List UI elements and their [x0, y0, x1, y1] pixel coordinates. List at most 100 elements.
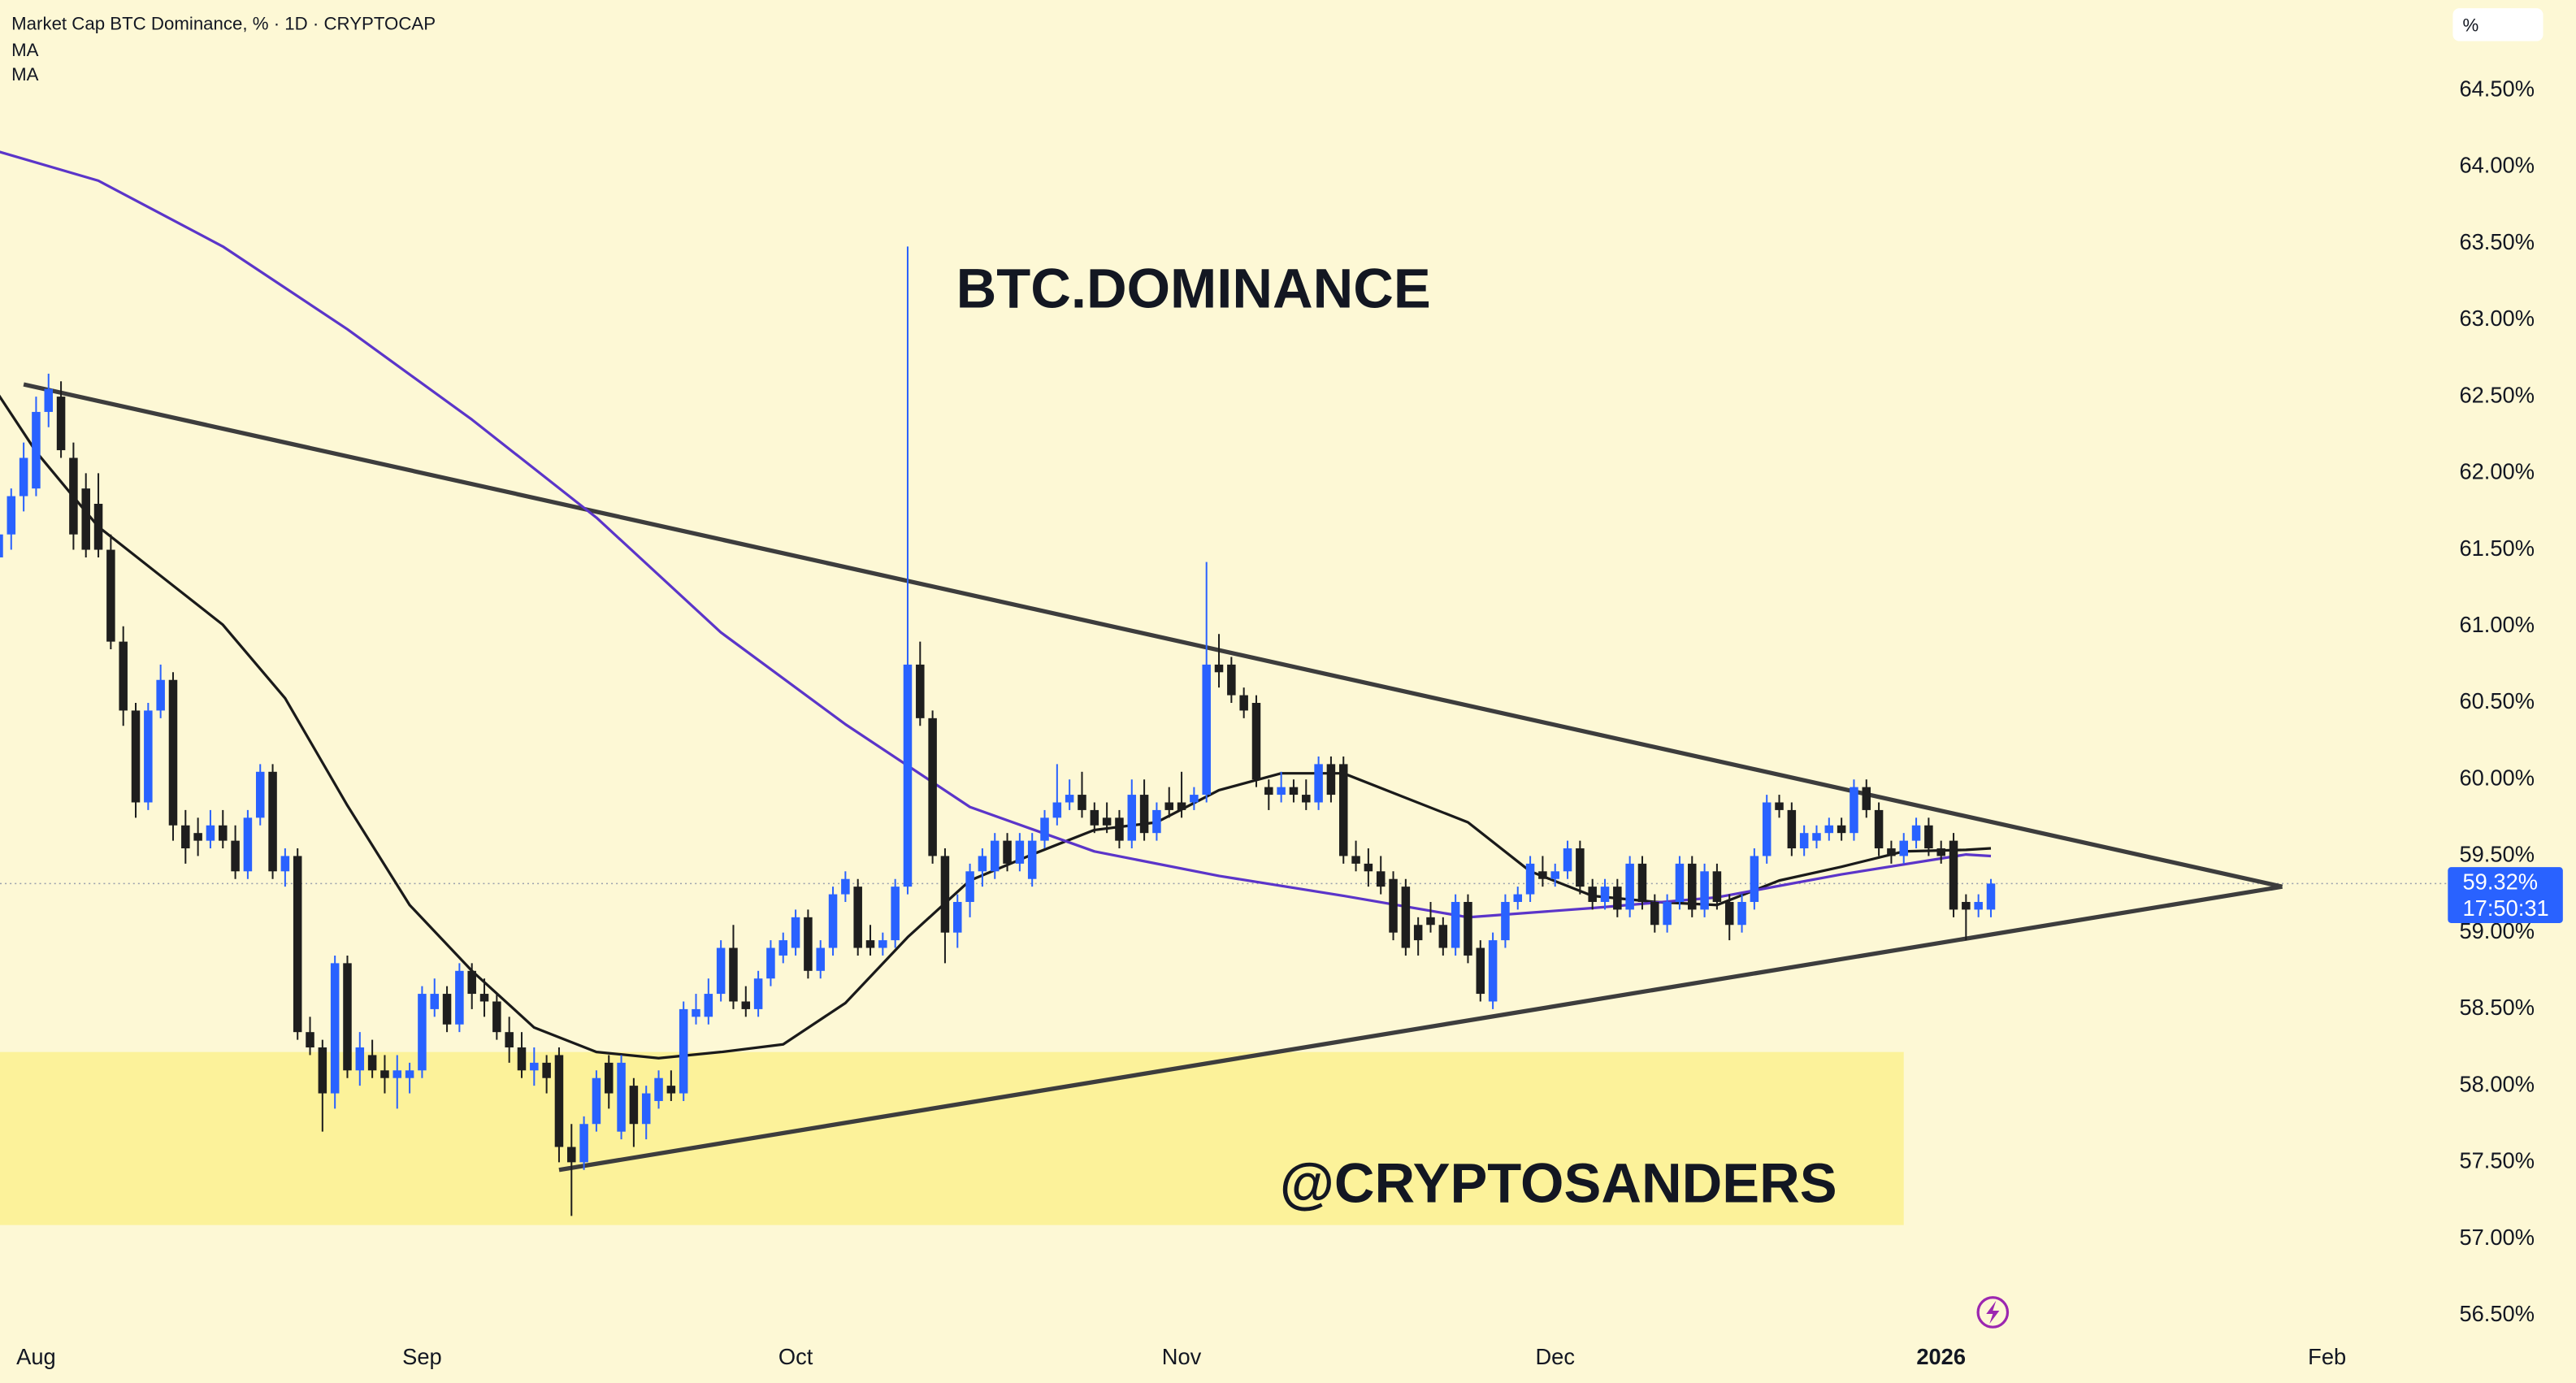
candle-body: [1538, 871, 1547, 879]
candle-body: [629, 1086, 639, 1125]
candle-body: [1563, 848, 1572, 872]
candle-body: [1040, 817, 1049, 841]
unit-label[interactable]: %: [2463, 15, 2479, 35]
candle-body: [1277, 787, 1286, 796]
candle-body: [517, 1047, 527, 1071]
candle-body: [268, 771, 277, 872]
x-tick-label: Dec: [1535, 1344, 1575, 1369]
candle-body: [330, 963, 340, 1094]
candle-body: [1949, 840, 1958, 910]
alert-icon[interactable]: [1976, 1296, 2010, 1329]
candle-body: [1139, 795, 1149, 834]
candle-body: [32, 411, 41, 489]
candle-body: [7, 496, 16, 535]
candle-body: [1600, 887, 1610, 902]
y-tick-label: 60.50%: [2459, 688, 2535, 713]
candle-body: [106, 549, 115, 642]
candle-body: [878, 940, 887, 948]
candle-body: [1027, 840, 1037, 879]
candle-body: [430, 994, 439, 1009]
last-price-label: 59.32%: [2463, 869, 2539, 895]
x-tick-label: Oct: [778, 1344, 813, 1369]
candle-body: [1152, 809, 1161, 834]
candle-body: [1115, 817, 1124, 841]
candle-body: [704, 994, 713, 1017]
candle-body: [1214, 664, 1224, 673]
candle-body: [1488, 940, 1498, 1002]
y-tick-label: 57.50%: [2459, 1148, 2535, 1173]
candle-body: [367, 1055, 377, 1071]
trendline: [558, 884, 2283, 1173]
x-tick-label: Nov: [1162, 1344, 1202, 1369]
y-tick-label: 58.00%: [2459, 1071, 2535, 1096]
countdown: 17:50:31: [2463, 895, 2549, 921]
candle-body: [1389, 878, 1398, 933]
alert-icon-ring[interactable]: [1976, 1296, 2010, 1329]
candle-body: [19, 457, 28, 496]
candle-body: [1775, 802, 1784, 810]
candle-body: [343, 963, 352, 1071]
candle-body: [1663, 901, 1672, 926]
candle-body: [1936, 848, 1945, 856]
candle-body: [1426, 917, 1435, 926]
candle-body: [1314, 764, 1323, 803]
candle-body: [1613, 887, 1622, 910]
candle-body: [816, 947, 825, 971]
candle-body: [255, 771, 265, 818]
line-layer: [0, 150, 2448, 1173]
candle-body: [442, 994, 452, 1025]
text-layer: Market Cap BTC Dominance, % · 1D · CRYPT…: [11, 8, 2563, 1369]
annotation: @CRYPTOSANDERS: [1280, 1151, 1837, 1214]
candle-body: [666, 1086, 676, 1094]
candle-body: [990, 840, 1000, 872]
candle-body: [1164, 802, 1173, 810]
candle-body: [93, 504, 103, 550]
x-tick-label: Feb: [2308, 1344, 2346, 1369]
candle-body: [206, 825, 215, 841]
candle-body: [69, 457, 78, 535]
candle-body: [940, 856, 950, 933]
candle-body: [1911, 825, 1921, 841]
candle-body: [928, 718, 937, 856]
candle-body: [903, 664, 913, 887]
y-tick-label: 63.50%: [2459, 229, 2535, 254]
candle-body: [1289, 787, 1299, 796]
candle-body: [280, 856, 290, 872]
x-tick-label: 2026: [1916, 1344, 1966, 1369]
zone-layer: [0, 1051, 1904, 1225]
candle-body: [318, 1047, 327, 1094]
y-tick-label: 59.50%: [2459, 842, 2535, 867]
candle-body: [1102, 817, 1112, 826]
chart-title: Market Cap BTC Dominance, % · 1D · CRYPT…: [11, 13, 436, 33]
candle-body: [766, 947, 775, 979]
candle-body: [56, 397, 66, 451]
candle-body: [380, 1070, 389, 1078]
candle-layer: [0, 246, 1996, 1216]
x-tick-label: Aug: [16, 1344, 56, 1369]
candle-body: [791, 917, 800, 948]
alert-icon-bolt[interactable]: [1986, 1300, 2000, 1324]
candle-body: [1227, 664, 1236, 696]
unit-box[interactable]: [2452, 8, 2543, 41]
candle-body: [231, 840, 240, 872]
candle-body: [1887, 848, 1896, 856]
support-zone: [0, 1051, 1904, 1225]
candle-body: [1351, 856, 1360, 864]
x-tick-label: Sep: [402, 1344, 442, 1369]
candle-body: [891, 887, 900, 941]
candle-body: [1799, 833, 1809, 849]
candle-body: [1302, 795, 1311, 803]
candle-body: [1127, 795, 1137, 841]
candle-body: [1675, 863, 1685, 902]
candle-body: [741, 1001, 751, 1009]
candle-body: [1501, 901, 1510, 941]
candle-body: [1850, 787, 1858, 834]
y-tick-label: 61.00%: [2459, 612, 2535, 637]
candle-body: [1364, 863, 1373, 872]
candle-body: [1078, 795, 1086, 810]
y-tick-label: 56.50%: [2459, 1301, 2535, 1326]
candle-body: [181, 825, 190, 849]
candle-body: [1202, 664, 1211, 796]
